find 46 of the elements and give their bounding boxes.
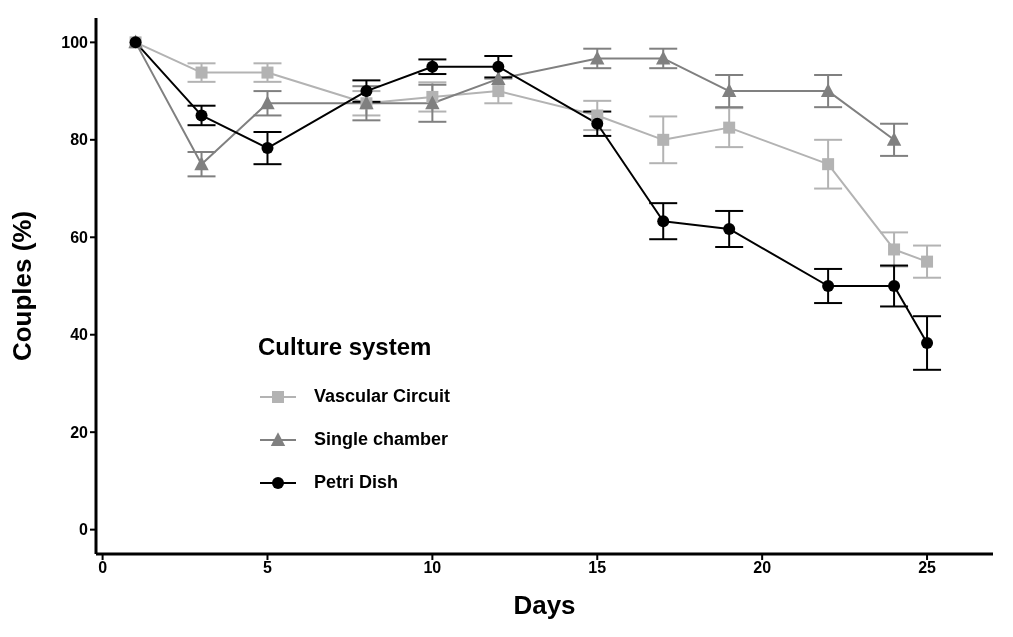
point [261, 142, 274, 155]
point [425, 95, 440, 110]
x-axis-title: Days [513, 590, 576, 620]
point [194, 156, 209, 171]
point [590, 50, 605, 65]
point [591, 117, 604, 130]
point [888, 280, 901, 292]
x-tick-label: 5 [263, 559, 273, 577]
x-tick-label: 20 [753, 559, 772, 577]
x-tick-label: 15 [588, 559, 607, 577]
point [426, 60, 439, 73]
point [820, 83, 836, 98]
y-tick-label: 60 [70, 228, 89, 246]
y-tick-label: 100 [61, 34, 89, 52]
legend-label: Single chamber [314, 429, 449, 450]
x-tick-label: 0 [98, 559, 108, 577]
point [822, 158, 835, 171]
point [822, 280, 835, 292]
point [886, 132, 902, 146]
point [491, 71, 506, 85]
y-tick-label: 20 [70, 423, 89, 441]
y-axis-title: Couples (%) [7, 210, 38, 362]
legend-label: Vascular Circuit [314, 386, 451, 407]
point [261, 66, 274, 79]
point [492, 85, 505, 98]
point [723, 121, 736, 134]
point [921, 255, 934, 268]
point [921, 337, 934, 350]
y-tick-label: 0 [79, 521, 89, 539]
point [195, 109, 208, 122]
y-tick-label: 80 [70, 131, 89, 149]
point [657, 215, 670, 228]
point [195, 66, 208, 79]
point [260, 95, 275, 110]
x-tick-label: 25 [918, 559, 937, 577]
legend-label: Petri Dish [314, 472, 399, 493]
legend-title: Culture system [258, 333, 433, 361]
point [657, 133, 670, 146]
y-tick-label: 40 [70, 326, 89, 344]
point [723, 222, 736, 235]
point [492, 60, 505, 73]
point [888, 243, 901, 256]
point [360, 85, 373, 98]
point [721, 83, 737, 98]
point [656, 50, 671, 65]
x-tick-label: 10 [423, 559, 442, 577]
